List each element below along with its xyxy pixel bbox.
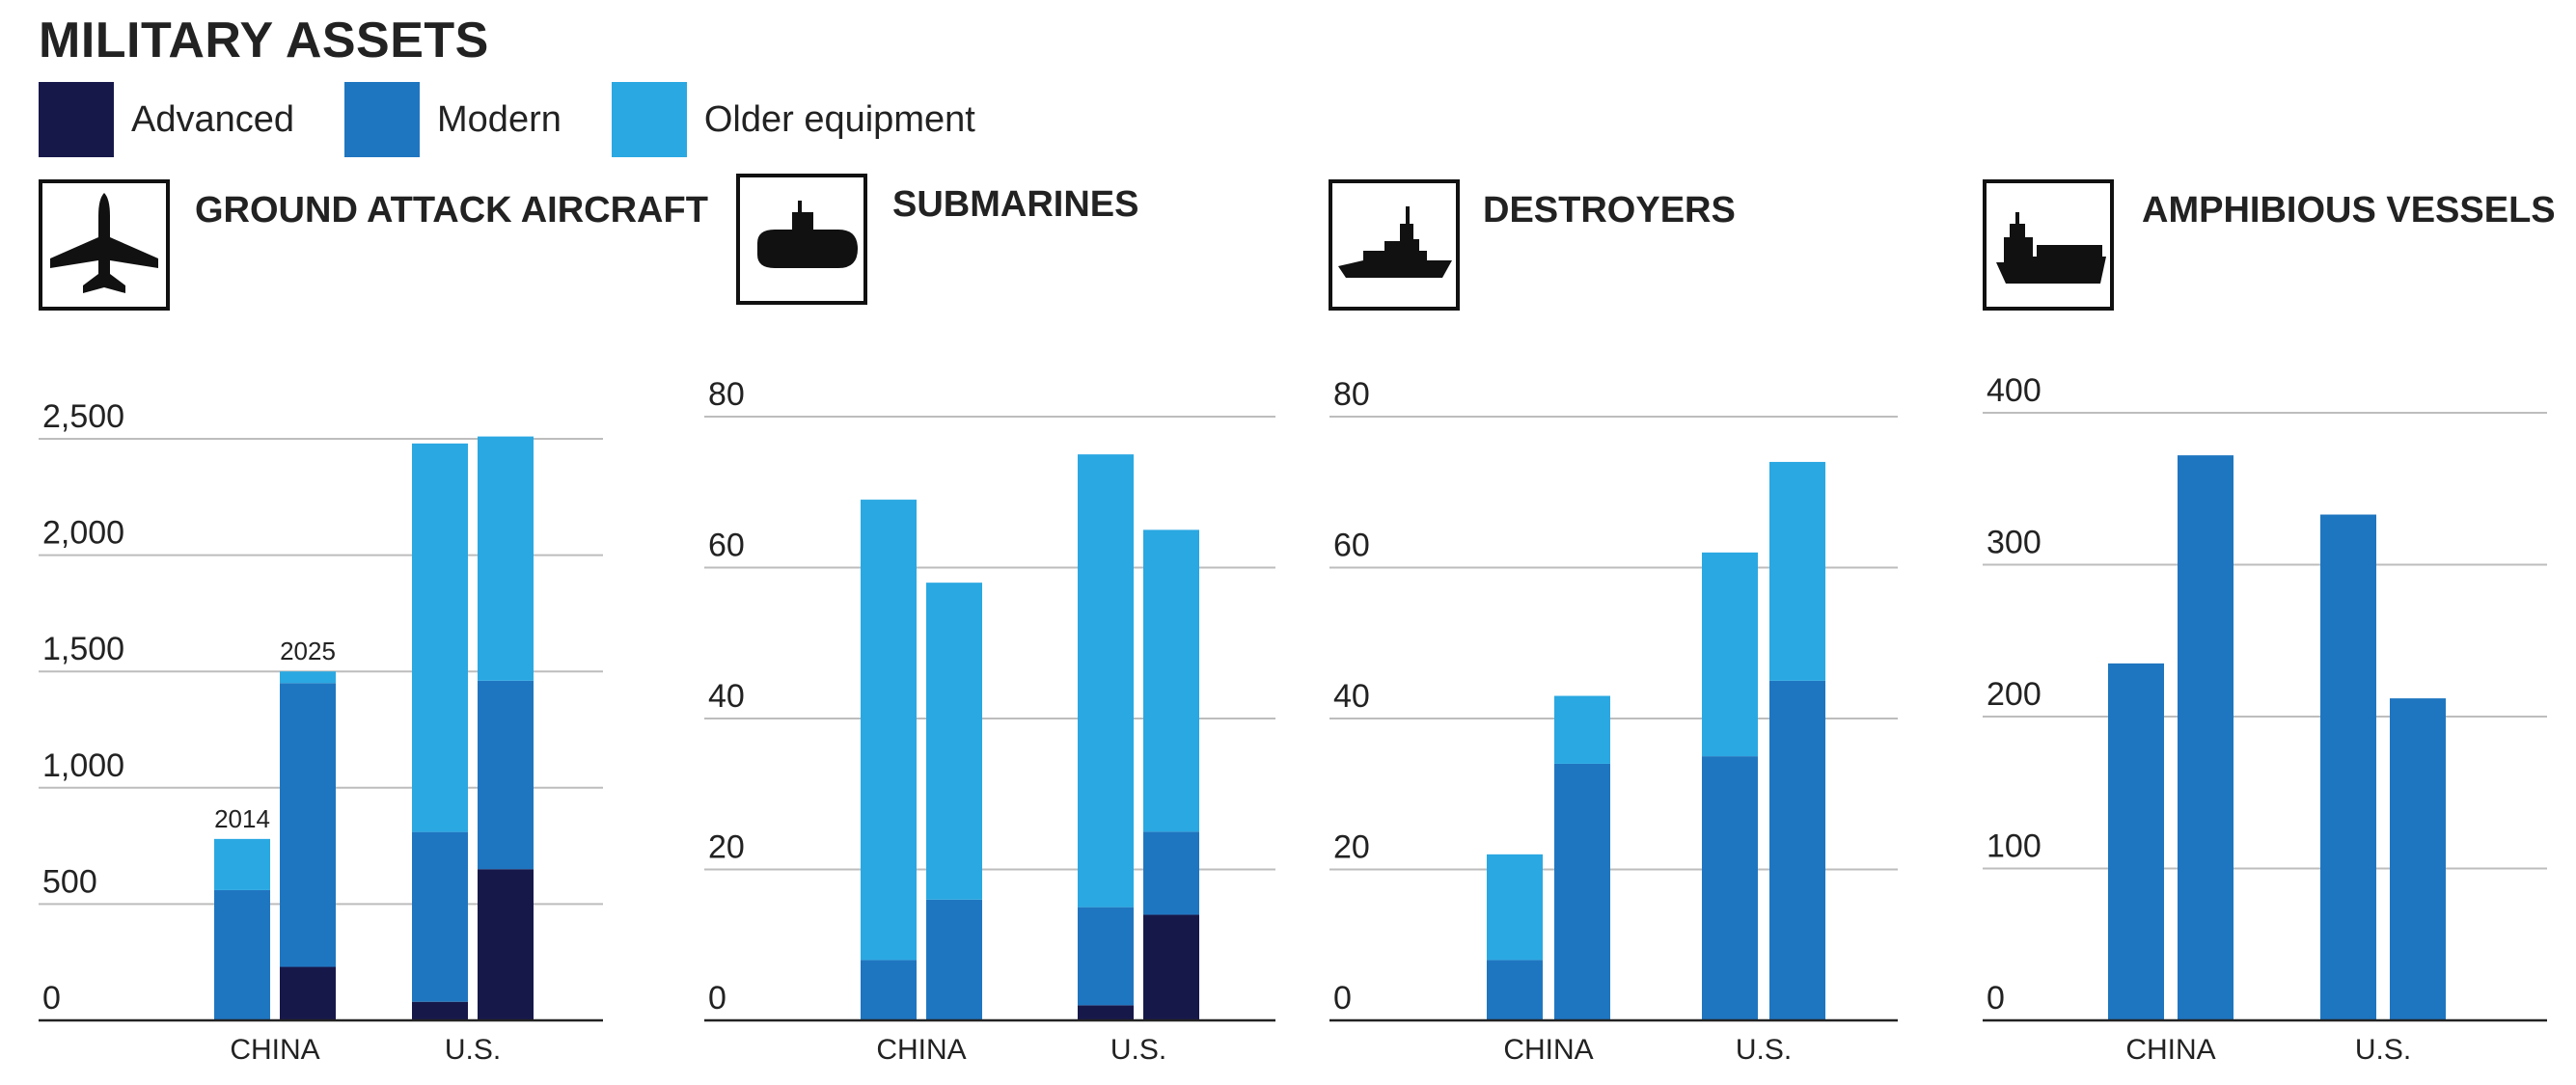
bar-china-2-older (1554, 695, 1610, 764)
bar-china-1-older (214, 838, 270, 890)
category-label: CHINA (2125, 1034, 2215, 1066)
bar-us-2-modern (478, 680, 534, 870)
bar-china-1-older (861, 500, 917, 961)
legend-item-advanced: Advanced (39, 82, 294, 157)
y-tick-label: 2,500 (42, 398, 124, 435)
y-tick-label: 500 (42, 863, 97, 900)
bar-china-1-modern (214, 889, 270, 1020)
bar-us-1-older (1078, 454, 1134, 908)
bar-china-2-older (926, 583, 982, 900)
category-label: CHINA (1503, 1034, 1593, 1066)
legend-swatch-advanced (39, 82, 114, 157)
legend-label-advanced: Advanced (131, 98, 295, 140)
legend-swatch-modern (344, 82, 421, 157)
category-label: U.S. (1736, 1034, 1792, 1066)
panel-title: DESTROYERS (1483, 190, 1736, 231)
y-tick-label: 0 (42, 980, 61, 1017)
y-tick-label: 0 (1987, 980, 2005, 1017)
bar-us-1-advanced (412, 1001, 468, 1020)
year-label: 2014 (214, 804, 270, 833)
bar-china-2-older (280, 671, 336, 684)
bar-china-2-modern (926, 899, 982, 1020)
chart-panel-3: DESTROYERS 0 20 40 60 80 CHINA U.S. (1329, 179, 1898, 1066)
chart-panel-1: GROUND ATTACK AIRCRAFT 0 500 1,000 1,500 2,00… (39, 179, 708, 1066)
fighter-jet-icon (50, 193, 158, 293)
category-label: CHINA (876, 1034, 966, 1066)
y-tick-label: 0 (1333, 980, 1352, 1017)
bar-us-2-modern (1769, 680, 1825, 1020)
bar-china-2-advanced (280, 966, 336, 1020)
y-tick-label: 80 (708, 376, 745, 413)
y-tick-label: 40 (1333, 678, 1370, 715)
bar-china-2-modern (1554, 763, 1610, 1020)
bar-china-1-modern (1487, 960, 1543, 1020)
category-label: U.S. (2355, 1034, 2411, 1066)
category-label: CHINA (230, 1034, 319, 1066)
y-tick-label: 1,500 (42, 631, 124, 667)
bar-china-2-modern (280, 683, 336, 967)
amphibious-ship-icon (1996, 212, 2106, 284)
bar-us-2-older (1143, 529, 1199, 832)
year-label: 2025 (280, 637, 336, 665)
bar-us-1-modern (2320, 514, 2376, 1020)
y-tick-label: 1,000 (42, 747, 124, 784)
bar-china-1-older (1487, 854, 1543, 961)
submarine-icon (757, 201, 858, 268)
bar-us-2-advanced (478, 869, 534, 1020)
y-tick-label: 100 (1987, 828, 2042, 865)
bar-us-1-modern (412, 831, 468, 1002)
bar-us-2-modern (1143, 831, 1199, 915)
panel-title: AMPHIBIOUS VESSELS (2142, 190, 2556, 231)
bar-china-2-modern (2178, 455, 2233, 1021)
legend-item-modern: Modern (344, 82, 562, 157)
bar-us-2-older (1769, 461, 1825, 681)
legend-swatch-older (611, 82, 687, 157)
legend-item-older: Older equipment (611, 82, 975, 157)
bar-china-1-modern (2108, 663, 2164, 1020)
legend-label-older: Older equipment (703, 98, 975, 140)
y-tick-label: 80 (1333, 376, 1370, 413)
panel-title: SUBMARINES (892, 184, 1138, 225)
category-label: U.S. (1110, 1034, 1166, 1066)
y-tick-label: 20 (1333, 829, 1370, 866)
y-tick-label: 200 (1987, 676, 2042, 713)
legend-label-modern: Modern (437, 98, 562, 140)
y-tick-label: 40 (708, 678, 745, 715)
bar-us-2-older (478, 436, 534, 681)
y-tick-label: 20 (708, 829, 745, 866)
chart-panel-2: SUBMARINES 0 20 40 60 80 CHINA U.S. (704, 174, 1275, 1066)
bar-us-1-older (412, 443, 468, 832)
y-tick-label: 0 (708, 980, 726, 1017)
y-tick-label: 300 (1987, 525, 2042, 561)
y-tick-label: 60 (1333, 528, 1370, 564)
y-tick-label: 60 (708, 528, 745, 564)
bar-us-1-advanced (1078, 1005, 1134, 1020)
panel-title: GROUND ATTACK AIRCRAFT (195, 190, 708, 231)
category-label: U.S. (445, 1034, 501, 1066)
warship-icon (1338, 206, 1452, 278)
y-tick-label: 400 (1987, 372, 2042, 409)
y-tick-label: 2,000 (42, 515, 124, 552)
bar-us-1-older (1702, 552, 1758, 757)
bar-us-1-modern (1078, 907, 1134, 1006)
legend: Advanced Modern Older equipment (39, 81, 1026, 158)
page-title: MILITARY ASSETS (39, 13, 489, 68)
bar-us-1-modern (1702, 756, 1758, 1020)
bar-us-2-advanced (1143, 914, 1199, 1020)
bar-china-1-modern (861, 960, 917, 1020)
bar-us-2-modern (2390, 698, 2446, 1020)
chart-panel-4: AMPHIBIOUS VESSELS 0 100 200 300 400 CHINA U.S. (1983, 179, 2556, 1066)
